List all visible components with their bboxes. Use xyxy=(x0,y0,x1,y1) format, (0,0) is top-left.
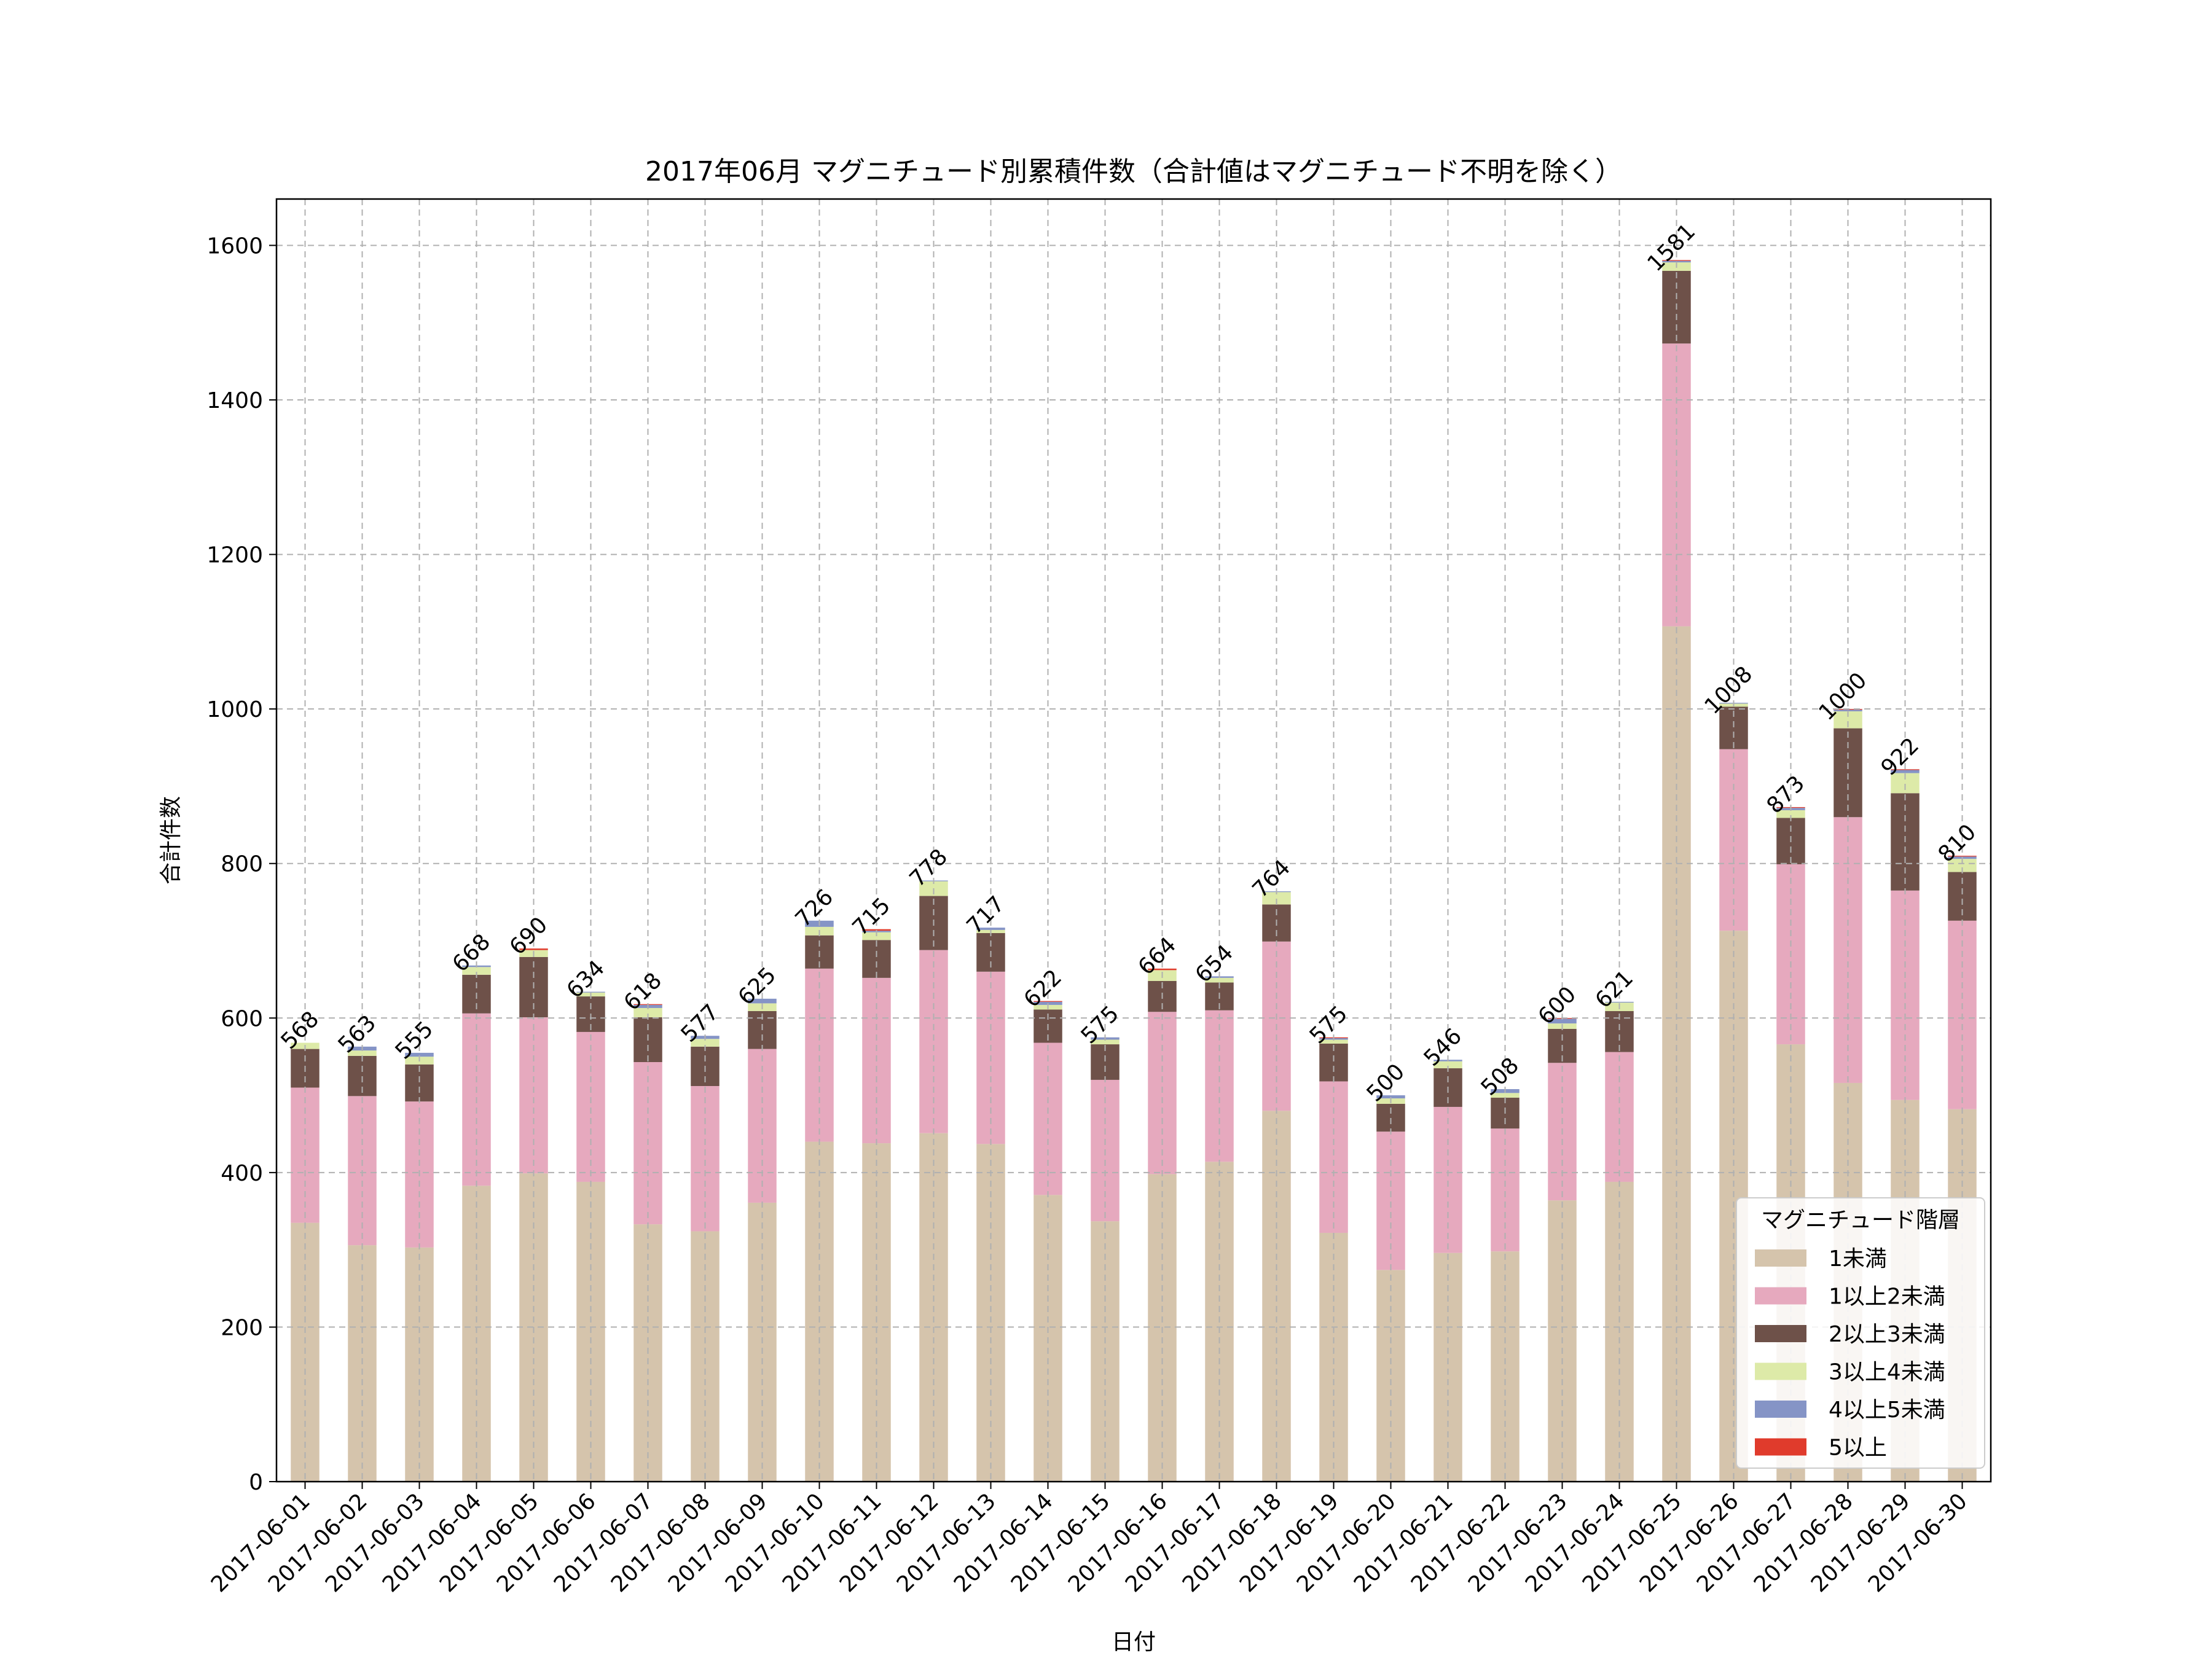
bar-segment-4-2017-06-04 xyxy=(462,967,491,975)
y-tick-label-1000: 1000 xyxy=(206,697,263,722)
y-tick-label-1200: 1200 xyxy=(206,543,263,568)
bar-segment-4-2017-06-19 xyxy=(1319,1039,1348,1044)
bar-segment-1-2017-06-19 xyxy=(1319,1232,1348,1482)
bar-segment-6-2017-06-05 xyxy=(519,948,548,950)
bar-segment-2-2017-06-09 xyxy=(748,1049,777,1203)
bar-segment-2-2017-06-05 xyxy=(519,1017,548,1174)
bar-segment-5-2017-06-20 xyxy=(1376,1095,1405,1099)
bar-segment-4-2017-06-15 xyxy=(1091,1039,1120,1045)
legend-swatch-3 xyxy=(1755,1325,1806,1342)
bar-segment-4-2017-06-02 xyxy=(348,1050,377,1056)
bar-segment-4-2017-06-21 xyxy=(1433,1061,1462,1069)
y-tick-label-0: 0 xyxy=(249,1470,263,1495)
legend-swatch-2 xyxy=(1755,1287,1806,1305)
bar-segment-4-2017-06-18 xyxy=(1262,892,1291,905)
legend-title: マグニチュード階層 xyxy=(1761,1208,1960,1233)
y-axis-label: 合計件数 xyxy=(159,796,184,885)
legend-label-5: 4以上5未満 xyxy=(1829,1397,1945,1423)
y-tick-label-400: 400 xyxy=(221,1161,263,1186)
bar-segment-1-2017-06-08 xyxy=(691,1231,720,1482)
y-tick-label-200: 200 xyxy=(221,1315,263,1340)
legend-label-3: 2以上3未満 xyxy=(1829,1322,1945,1347)
bar-segment-2-2017-06-19 xyxy=(1319,1081,1348,1233)
bar-segment-6-2017-06-11 xyxy=(862,929,891,931)
bar-segment-5-2017-06-06 xyxy=(576,991,605,993)
bar-segment-5-2017-06-13 xyxy=(976,928,1005,930)
bar-segment-5-2017-06-09 xyxy=(748,998,777,1004)
bar-segment-1-2017-06-20 xyxy=(1376,1270,1405,1482)
bar-segment-4-2017-06-08 xyxy=(691,1039,720,1047)
bar-segment-3-2017-06-28 xyxy=(1834,728,1862,818)
bar-segment-5-2017-06-29 xyxy=(1891,770,1920,773)
bar-segment-5-2017-06-25 xyxy=(1662,260,1691,263)
legend-swatch-1 xyxy=(1755,1249,1806,1267)
bar-segment-6-2017-06-29 xyxy=(1891,769,1920,770)
bar-segment-6-2017-06-16 xyxy=(1148,968,1177,971)
legend-label-2: 1以上2未満 xyxy=(1829,1284,1945,1310)
legend-label-4: 3以上4未満 xyxy=(1829,1360,1945,1385)
legend-label-1: 1未満 xyxy=(1829,1246,1887,1272)
legend-swatch-4 xyxy=(1755,1362,1806,1380)
y-tick-label-600: 600 xyxy=(221,1006,263,1031)
legend-swatch-5 xyxy=(1755,1401,1806,1418)
bar-segment-4-2017-06-22 xyxy=(1491,1093,1520,1098)
bar-segment-2-2017-06-22 xyxy=(1491,1128,1520,1252)
y-tick-label-1400: 1400 xyxy=(206,388,263,413)
bar-segment-4-2017-06-07 xyxy=(633,1007,662,1018)
bar-segment-4-2017-06-30 xyxy=(1948,859,1977,872)
bar-segment-5-2017-06-03 xyxy=(405,1052,434,1057)
bar-segment-2-2017-06-06 xyxy=(576,1031,605,1182)
axes-frame xyxy=(275,198,1992,1483)
bar-segment-6-2017-06-14 xyxy=(1033,1001,1062,1002)
x-axis-label: 日付 xyxy=(1112,1630,1156,1655)
legend-label-6: 5以上 xyxy=(1829,1436,1887,1461)
bar-segment-4-2017-06-27 xyxy=(1776,810,1805,818)
bar-segment-4-2017-06-17 xyxy=(1205,977,1234,983)
y-tick-label-800: 800 xyxy=(221,852,263,877)
chart-title: 2017年06月 マグニチュード別累積件数（合計値はマグニチュード不明を除く） xyxy=(645,156,1622,187)
bar-segment-5-2017-06-28 xyxy=(1834,709,1862,711)
legend: マグニチュード階層 1未満 1以上2未満 2以上3未満 3以上4未満 4以上5未満 5以上 xyxy=(1736,1197,1985,1469)
legend-swatch-6 xyxy=(1755,1438,1806,1456)
y-tick-label-1600: 1600 xyxy=(206,233,263,259)
bar-segment-5-2017-06-23 xyxy=(1548,1018,1577,1024)
